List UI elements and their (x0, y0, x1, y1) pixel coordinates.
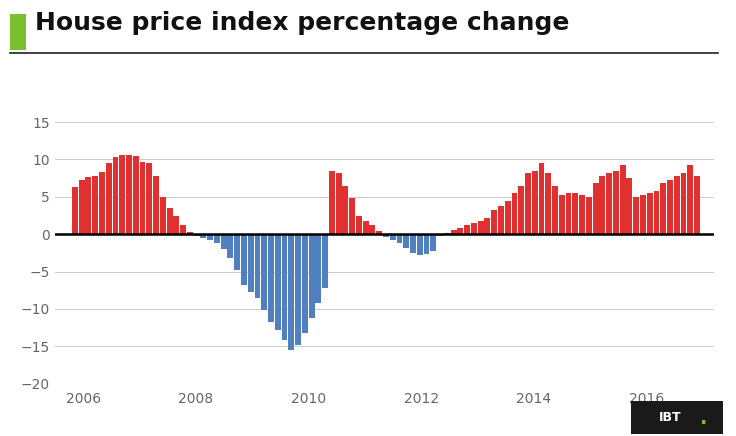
Bar (282, 234, 288, 341)
Bar (308, 234, 314, 318)
Bar (599, 176, 605, 234)
Bar (687, 165, 693, 234)
Bar (545, 173, 551, 234)
Bar (180, 225, 186, 234)
Bar (146, 163, 152, 234)
Bar (673, 176, 679, 234)
Bar (261, 234, 267, 310)
Bar (227, 234, 233, 258)
Bar (457, 228, 463, 234)
Bar (539, 163, 545, 234)
Bar (255, 234, 261, 298)
Bar (592, 184, 598, 234)
Bar (140, 163, 146, 234)
Bar (369, 225, 375, 234)
Text: .: . (699, 409, 707, 428)
Bar (403, 234, 409, 248)
Bar (417, 234, 422, 255)
Bar (356, 215, 362, 234)
Bar (268, 234, 274, 322)
Bar (390, 234, 396, 240)
Bar (512, 193, 517, 234)
Bar (498, 206, 504, 234)
Bar (410, 234, 416, 253)
Bar (633, 197, 639, 234)
Bar (654, 191, 659, 234)
Bar (694, 176, 700, 234)
Bar (160, 197, 166, 234)
Bar (573, 193, 578, 234)
Bar (491, 210, 497, 234)
Bar (647, 193, 653, 234)
Bar (376, 231, 382, 234)
Bar (106, 163, 112, 234)
Bar (322, 234, 328, 288)
Bar (559, 195, 565, 234)
Bar (153, 176, 159, 234)
Bar (532, 170, 538, 234)
Bar (579, 195, 585, 234)
Bar (606, 173, 612, 234)
Bar (99, 172, 105, 234)
Bar (424, 234, 430, 254)
Bar (626, 178, 632, 234)
Bar (302, 234, 308, 333)
Bar (194, 234, 199, 236)
Bar (200, 234, 206, 238)
Bar (484, 218, 490, 234)
Bar (640, 195, 646, 234)
Bar (275, 234, 280, 330)
Bar (187, 232, 193, 234)
Bar (234, 234, 240, 270)
Bar (363, 221, 369, 234)
Text: House price index percentage change: House price index percentage change (35, 11, 570, 35)
Bar (221, 234, 227, 249)
Bar (132, 157, 138, 234)
Bar (525, 173, 531, 234)
Bar (620, 165, 626, 234)
Bar (241, 234, 247, 285)
Bar (681, 173, 687, 234)
Bar (349, 198, 355, 234)
Bar (316, 234, 322, 303)
Bar (289, 234, 294, 350)
Bar (113, 157, 118, 234)
Bar (295, 234, 301, 345)
Bar (397, 234, 403, 243)
Bar (431, 234, 436, 251)
Bar (92, 176, 98, 234)
Bar (565, 193, 571, 234)
Bar (336, 173, 342, 234)
Bar (119, 155, 125, 234)
Bar (248, 234, 254, 293)
Bar (450, 231, 456, 234)
Bar (72, 187, 78, 234)
Bar (342, 186, 348, 234)
Bar (166, 208, 172, 234)
Bar (586, 197, 592, 234)
Bar (214, 234, 220, 243)
Bar (329, 170, 335, 234)
Bar (552, 186, 558, 234)
Bar (444, 233, 450, 234)
Bar (85, 177, 91, 234)
Bar (383, 234, 389, 237)
Bar (208, 234, 213, 240)
Bar (464, 225, 470, 234)
Bar (505, 201, 511, 234)
Bar (667, 181, 673, 234)
Bar (79, 180, 85, 234)
Bar (126, 155, 132, 234)
Bar (174, 215, 180, 234)
Bar (437, 234, 443, 236)
Bar (613, 170, 619, 234)
Bar (660, 184, 666, 234)
Bar (478, 221, 484, 234)
Text: IBT: IBT (659, 411, 682, 424)
Bar (471, 223, 477, 234)
Bar (518, 186, 524, 234)
